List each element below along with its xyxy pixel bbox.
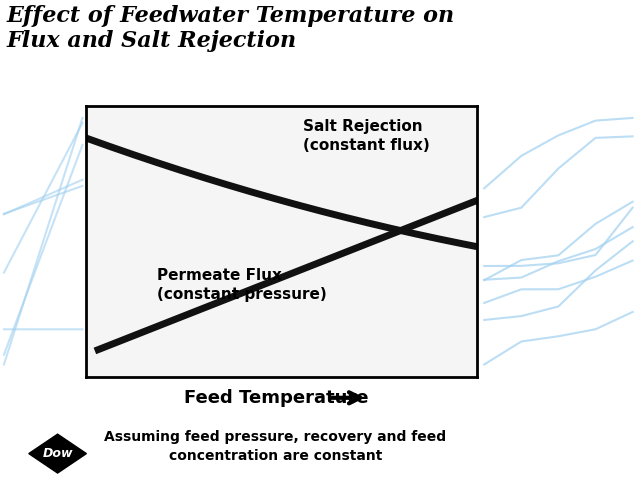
Text: Dow: Dow bbox=[42, 447, 73, 460]
Text: Assuming feed pressure, recovery and feed
concentration are constant: Assuming feed pressure, recovery and fee… bbox=[104, 430, 446, 463]
Polygon shape bbox=[29, 434, 86, 473]
Text: Feed Temperature: Feed Temperature bbox=[184, 389, 375, 407]
Text: Effect of Feedwater Temperature on
Flux and Salt Rejection: Effect of Feedwater Temperature on Flux … bbox=[6, 5, 454, 52]
Text: Salt Rejection
(constant flux): Salt Rejection (constant flux) bbox=[303, 119, 430, 153]
Text: Permeate Flux
(constant pressure): Permeate Flux (constant pressure) bbox=[157, 268, 326, 302]
